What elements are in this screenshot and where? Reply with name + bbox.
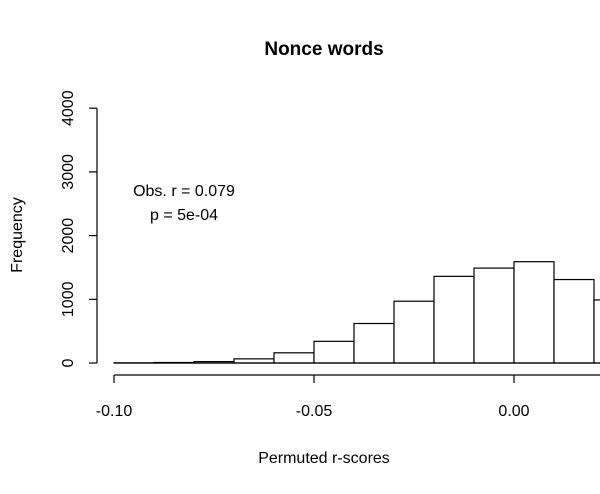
histogram-bar	[473, 267, 515, 364]
x-tick-label: -0.10	[96, 403, 133, 420]
x-axis-label: Permuted r-scores	[258, 450, 390, 467]
histogram-bar	[593, 299, 600, 364]
y-tick-label: 3000	[60, 154, 77, 190]
y-axis-label: Frequency	[9, 197, 26, 273]
y-tick-label: 4000	[60, 90, 77, 126]
histogram-bar	[273, 352, 315, 364]
x-tick-label: 0.00	[498, 403, 529, 420]
y-tick-label: 2000	[60, 218, 77, 254]
histogram-bar	[433, 275, 475, 364]
annotation-p-value: p = 5e-04	[150, 207, 218, 224]
annotation-observed-r: Obs. r = 0.079	[133, 183, 235, 200]
histogram-bar	[393, 300, 435, 364]
x-axis: -0.10-0.050.000.050.10	[96, 374, 600, 420]
y-tick-label: 1000	[60, 281, 77, 317]
histogram-bar	[353, 322, 395, 364]
y-tick-label: 0	[60, 358, 77, 367]
x-tick-label: -0.05	[296, 403, 333, 420]
histogram-bar	[553, 278, 595, 364]
histogram-bar	[313, 340, 355, 364]
histogram-bar	[513, 261, 555, 364]
histogram-bar	[233, 358, 275, 364]
chart-title: Nonce words	[264, 39, 383, 60]
y-axis: 0 1000 2000 3000 4000	[60, 90, 98, 367]
histogram-bars	[113, 261, 600, 364]
